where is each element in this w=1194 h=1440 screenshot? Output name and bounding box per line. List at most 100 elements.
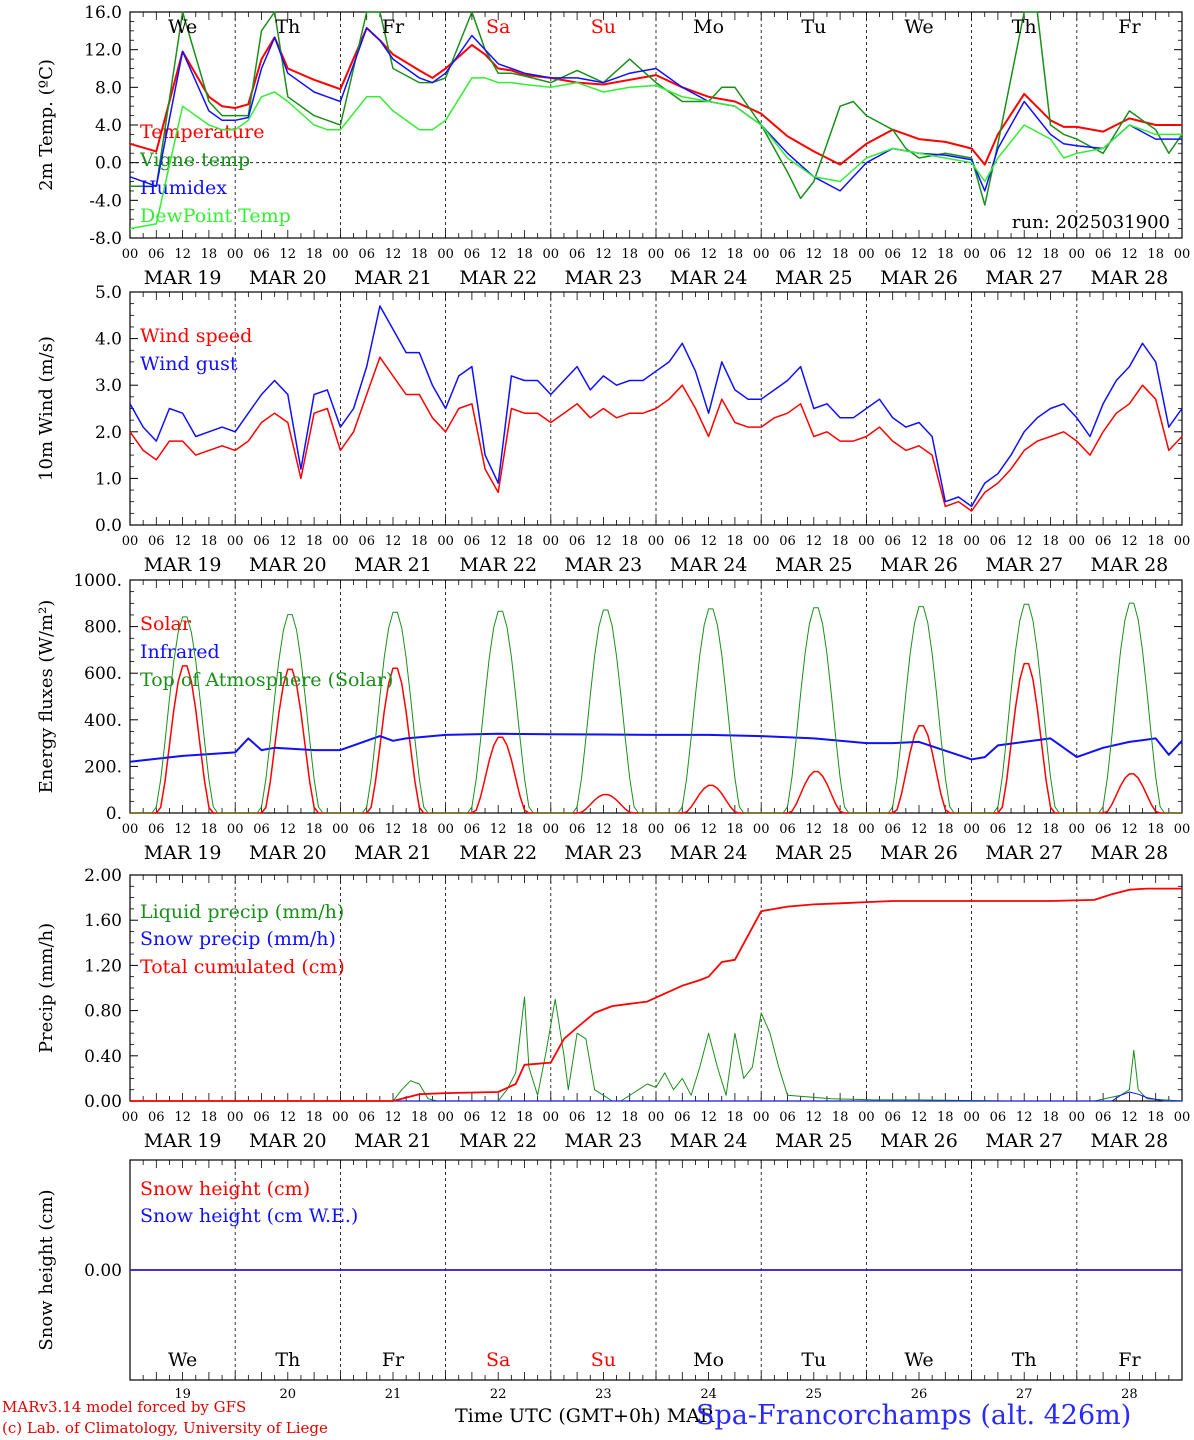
bottom-day-number: 19 <box>174 1387 191 1402</box>
hour-label: 06 <box>884 247 901 262</box>
hour-label: 12 <box>280 822 297 837</box>
hour-label: 06 <box>569 247 586 262</box>
hour-label: 18 <box>516 822 533 837</box>
date-label: MAR 28 <box>1091 1130 1169 1152</box>
hour-label: 18 <box>411 1110 428 1125</box>
hour-label: 12 <box>385 1110 402 1125</box>
hour-label: 18 <box>937 1110 954 1125</box>
hour-label: 12 <box>174 822 191 837</box>
date-label: MAR 20 <box>249 267 327 289</box>
hour-label: 12 <box>595 1110 612 1125</box>
y-axis-label: Precip (mm/h) <box>36 923 57 1053</box>
bottom-day-number: 28 <box>1121 1387 1138 1402</box>
legend-entry: Snow height (cm W.E.) <box>140 1205 358 1227</box>
day-of-week-label: We <box>904 16 933 38</box>
legend-entry: Snow height (cm) <box>140 1178 310 1200</box>
y-tick-label: 0.00 <box>84 1261 122 1281</box>
hour-label: 00 <box>437 534 454 549</box>
hour-label: 12 <box>700 822 717 837</box>
hour-label: 18 <box>621 247 638 262</box>
hour-label: 00 <box>437 247 454 262</box>
y-tick-label: 1.0 <box>95 469 122 489</box>
hour-label: 12 <box>490 247 507 262</box>
hour-label: 06 <box>990 822 1007 837</box>
y-axis-label: Energy fluxes (W/m²) <box>36 600 57 794</box>
x-axis-title-text: Time UTC (GMT+0h) <box>455 1405 661 1427</box>
hour-label: 06 <box>569 1110 586 1125</box>
hour-label: 00 <box>753 247 770 262</box>
y-tick-label: -4.0 <box>89 191 122 211</box>
bottom-day-label: Fr <box>1118 1349 1141 1371</box>
hour-label: 00 <box>122 534 139 549</box>
hour-label: 00 <box>648 822 665 837</box>
hour-label: 00 <box>332 534 349 549</box>
bottom-day-label: Mo <box>693 1349 724 1371</box>
bottom-day-number: 22 <box>490 1387 507 1402</box>
date-label: MAR 28 <box>1091 554 1169 576</box>
hour-label: 12 <box>174 247 191 262</box>
hour-label: 18 <box>621 534 638 549</box>
hour-label: 12 <box>700 534 717 549</box>
hour-label: 12 <box>490 534 507 549</box>
hour-label: 00 <box>122 822 139 837</box>
y-tick-label: 0.0 <box>95 516 122 536</box>
hour-label: 12 <box>595 247 612 262</box>
hour-label: 00 <box>753 822 770 837</box>
hour-label: 18 <box>411 822 428 837</box>
hour-label: 00 <box>963 822 980 837</box>
legend-entry: Liquid precip (mm/h) <box>140 901 344 923</box>
hour-label: 12 <box>595 534 612 549</box>
day-of-week-label: Fr <box>382 16 405 38</box>
hour-label: 12 <box>806 247 823 262</box>
date-label: MAR 22 <box>459 554 537 576</box>
hour-label: 00 <box>1069 247 1086 262</box>
hour-label: 18 <box>1042 534 1059 549</box>
hour-label: 18 <box>727 822 744 837</box>
hour-label: 00 <box>1174 247 1191 262</box>
hour-label: 00 <box>122 247 139 262</box>
hour-label: 06 <box>884 534 901 549</box>
date-label: MAR 27 <box>985 842 1063 864</box>
hour-label: 00 <box>753 1110 770 1125</box>
hour-label: 18 <box>832 534 849 549</box>
legend-entry: Infrared <box>140 641 220 663</box>
series-line-liquid-precip-mm-h- <box>130 996 1183 1102</box>
day-of-week-label: Su <box>591 16 616 38</box>
bottom-day-number: 23 <box>595 1387 612 1402</box>
legend-entry: Wind gust <box>140 353 238 375</box>
hour-label: 18 <box>201 534 218 549</box>
hour-label: 12 <box>280 247 297 262</box>
hour-label: 00 <box>332 247 349 262</box>
hour-label: 12 <box>1016 822 1033 837</box>
hour-label: 06 <box>464 822 481 837</box>
date-label: MAR 23 <box>565 1130 643 1152</box>
hour-label: 06 <box>990 534 1007 549</box>
hour-label: 12 <box>911 534 928 549</box>
hour-label: 12 <box>385 822 402 837</box>
bottom-day-number: 27 <box>1016 1387 1033 1402</box>
hour-label: 00 <box>858 822 875 837</box>
hour-label: 18 <box>1147 822 1164 837</box>
hour-label: 06 <box>253 247 270 262</box>
date-label: MAR 24 <box>670 554 748 576</box>
hour-label: 18 <box>727 247 744 262</box>
date-label: MAR 23 <box>565 842 643 864</box>
day-of-week-label: Fr <box>1118 16 1141 38</box>
series-line-wind-gust <box>129 305 1183 508</box>
y-tick-label: 0.80 <box>84 1002 122 1022</box>
hour-label: 12 <box>174 534 191 549</box>
hour-label: 00 <box>332 1110 349 1125</box>
hour-label: 12 <box>806 822 823 837</box>
y-axis-label: 2m Temp. (ºC) <box>36 59 57 191</box>
hour-label: 06 <box>253 1110 270 1125</box>
bottom-day-number: 25 <box>806 1387 823 1402</box>
bottom-day-number: 21 <box>385 1387 402 1402</box>
date-label: MAR 21 <box>354 554 432 576</box>
hour-label: 00 <box>1174 822 1191 837</box>
day-of-week-label: We <box>168 16 197 38</box>
legend-entry: Temperature <box>140 121 264 143</box>
lab-credit: (c) Lab. of Climatology, University of L… <box>2 1419 328 1437</box>
date-label: MAR 21 <box>354 267 432 289</box>
date-label: MAR 19 <box>144 267 222 289</box>
y-tick-label: 3.0 <box>95 376 122 396</box>
